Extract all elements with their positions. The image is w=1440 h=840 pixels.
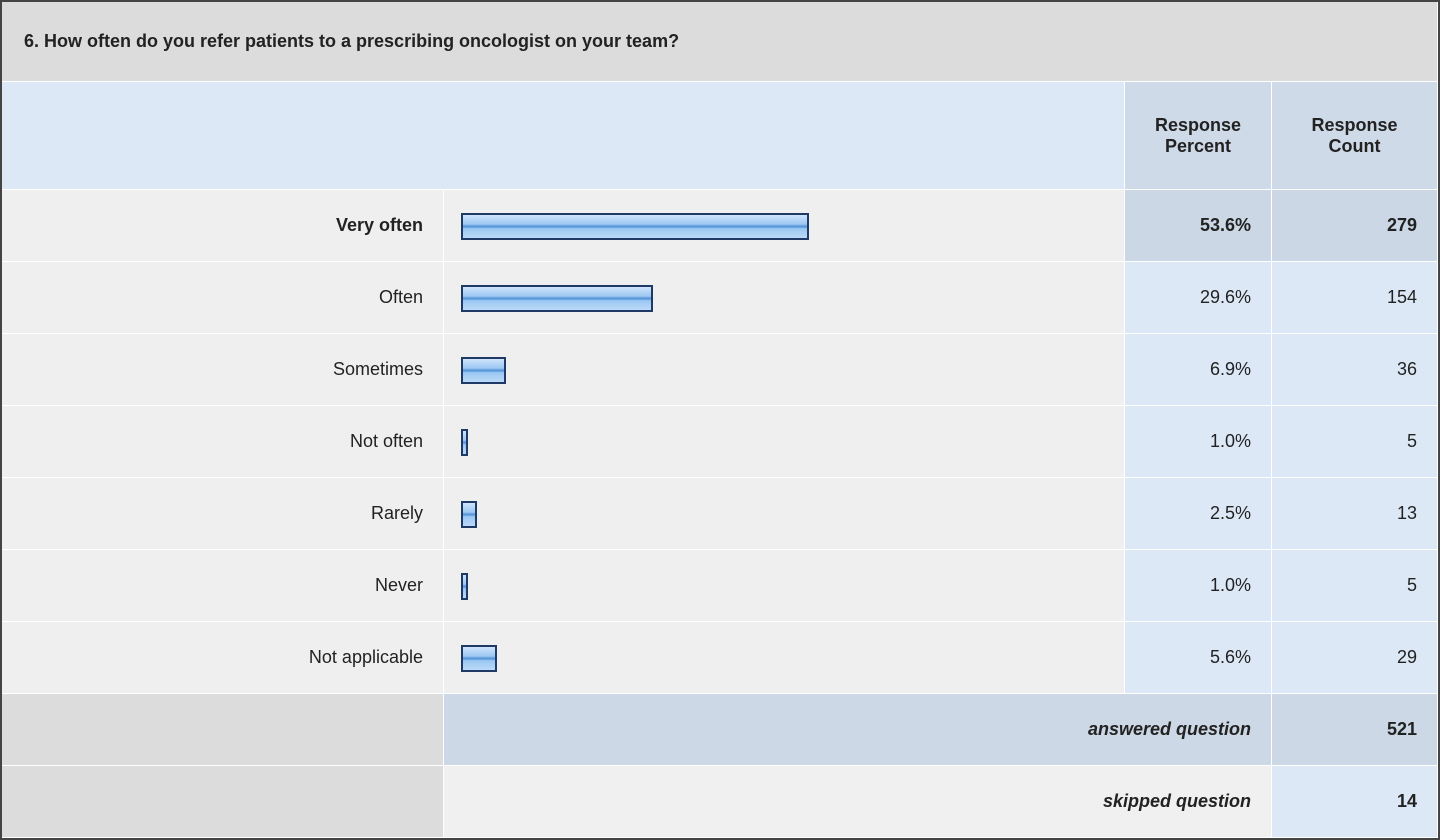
response-percent: 53.6%: [1125, 190, 1272, 262]
bar-cell: [444, 550, 1125, 622]
answer-label: Not often: [2, 406, 444, 478]
answer-label: Rarely: [2, 478, 444, 550]
bar: [461, 429, 468, 456]
response-count: 36: [1272, 334, 1438, 406]
response-percent: 6.9%: [1125, 334, 1272, 406]
response-percent: 29.6%: [1125, 262, 1272, 334]
total-blank: [2, 694, 444, 766]
response-count: 13: [1272, 478, 1438, 550]
question-title: 6. How often do you refer patients to a …: [2, 2, 1438, 82]
total-value: 14: [1272, 766, 1438, 838]
bar-cell: [444, 478, 1125, 550]
response-percent: 1.0%: [1125, 406, 1272, 478]
response-count: 5: [1272, 550, 1438, 622]
answer-label: Never: [2, 550, 444, 622]
bar-cell: [444, 406, 1125, 478]
bar: [461, 213, 810, 240]
column-header: Response Percent: [1125, 82, 1272, 190]
answer-label: Sometimes: [2, 334, 444, 406]
bar: [461, 357, 506, 384]
bar-cell: [444, 622, 1125, 694]
bar: [461, 573, 468, 600]
bar: [461, 645, 498, 672]
response-percent: 2.5%: [1125, 478, 1272, 550]
total-value: 521: [1272, 694, 1438, 766]
header-blank: [2, 82, 1125, 190]
bar: [461, 285, 654, 312]
response-count: 29: [1272, 622, 1438, 694]
response-count: 154: [1272, 262, 1438, 334]
total-blank: [2, 766, 444, 838]
bar-cell: [444, 334, 1125, 406]
response-count: 279: [1272, 190, 1438, 262]
answer-label: Often: [2, 262, 444, 334]
answer-label: Very often: [2, 190, 444, 262]
column-header: Response Count: [1272, 82, 1438, 190]
response-percent: 1.0%: [1125, 550, 1272, 622]
response-count: 5: [1272, 406, 1438, 478]
total-label: answered question: [444, 694, 1272, 766]
answer-label: Not applicable: [2, 622, 444, 694]
total-label: skipped question: [444, 766, 1272, 838]
bar: [461, 501, 478, 528]
response-percent: 5.6%: [1125, 622, 1272, 694]
